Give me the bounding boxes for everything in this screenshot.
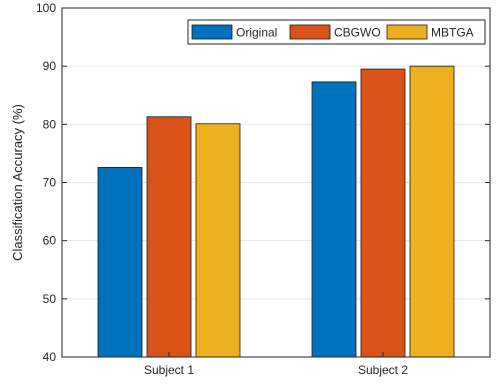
bar-mbtga [409, 65, 455, 358]
y-tick-label: 80 [43, 117, 57, 131]
y-tick-label: 70 [43, 176, 57, 190]
x-tick-label: Subject 2 [358, 363, 408, 377]
bar-original [97, 166, 143, 358]
bar-mbtga [195, 123, 241, 358]
legend-box [187, 19, 486, 45]
y-tick-label: 50 [43, 292, 57, 306]
bar-cbgwo [360, 68, 406, 358]
y-tick-label: 90 [43, 59, 57, 73]
legend-label-cbgwo: CBGWO [334, 26, 381, 40]
y-tick-label: 60 [43, 234, 57, 248]
y-axis-label: Classification Accuracy (%) [10, 104, 25, 261]
y-tick-label: 40 [43, 350, 57, 364]
bar-cbgwo [146, 116, 192, 358]
legend: Original CBGWO MBTGA [187, 19, 486, 45]
axis-ticks: 40 50 60 70 80 90 100 Subject 1 Subject 2 [36, 1, 490, 377]
legend-label-mbtga: MBTGA [431, 26, 474, 40]
y-tick-label: 100 [36, 1, 56, 15]
bars [97, 65, 455, 358]
bar-original [311, 81, 357, 358]
legend-swatch-cbgwo [289, 24, 331, 40]
legend-swatch-original [191, 24, 233, 40]
legend-swatch-mbtga [386, 24, 428, 40]
x-tick-label: Subject 1 [144, 363, 194, 377]
legend-label-original: Original [236, 26, 277, 40]
